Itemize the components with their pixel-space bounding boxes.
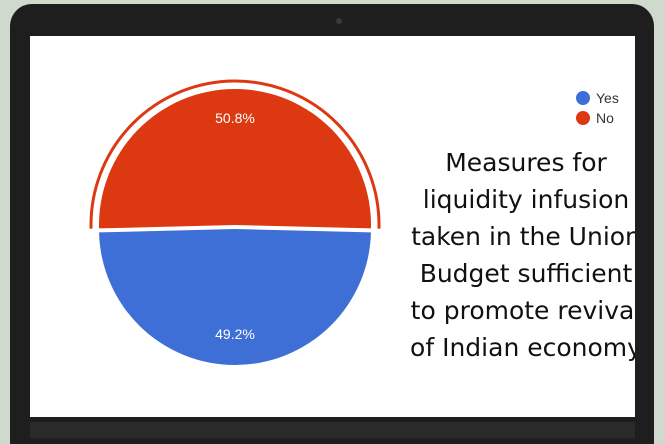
caption-line: of Indian economy bbox=[410, 333, 635, 362]
pie-slice-no bbox=[99, 89, 372, 229]
caption-line: Budget sufficient bbox=[419, 259, 633, 288]
pie-highlight-ring bbox=[89, 79, 381, 229]
caption-line: taken in the Union bbox=[411, 222, 635, 251]
laptop-bezel-bottom bbox=[30, 422, 635, 438]
screen: 50.8% 49.2% Yes No Measures for liquidity… bbox=[30, 36, 635, 417]
legend-swatch-yes bbox=[576, 91, 590, 105]
legend-swatch-no bbox=[576, 111, 590, 125]
pie-slice-yes bbox=[99, 229, 371, 366]
caption-line: to promote revival bbox=[410, 296, 635, 325]
legend: Yes No bbox=[576, 88, 619, 128]
legend-item-no: No bbox=[576, 108, 619, 128]
legend-label-no: No bbox=[596, 110, 614, 126]
pie-chart: 50.8% 49.2% bbox=[89, 79, 381, 366]
data-label-yes: 49.2% bbox=[215, 326, 255, 342]
caption-line: liquidity infusion bbox=[422, 185, 630, 214]
webcam-icon bbox=[336, 18, 342, 24]
caption-line: Measures for bbox=[445, 148, 607, 177]
chart-caption: Measures for liquidity infusion taken in… bbox=[396, 144, 635, 366]
legend-label-yes: Yes bbox=[596, 90, 619, 106]
data-label-no: 50.8% bbox=[215, 110, 255, 126]
legend-item-yes: Yes bbox=[576, 88, 619, 108]
